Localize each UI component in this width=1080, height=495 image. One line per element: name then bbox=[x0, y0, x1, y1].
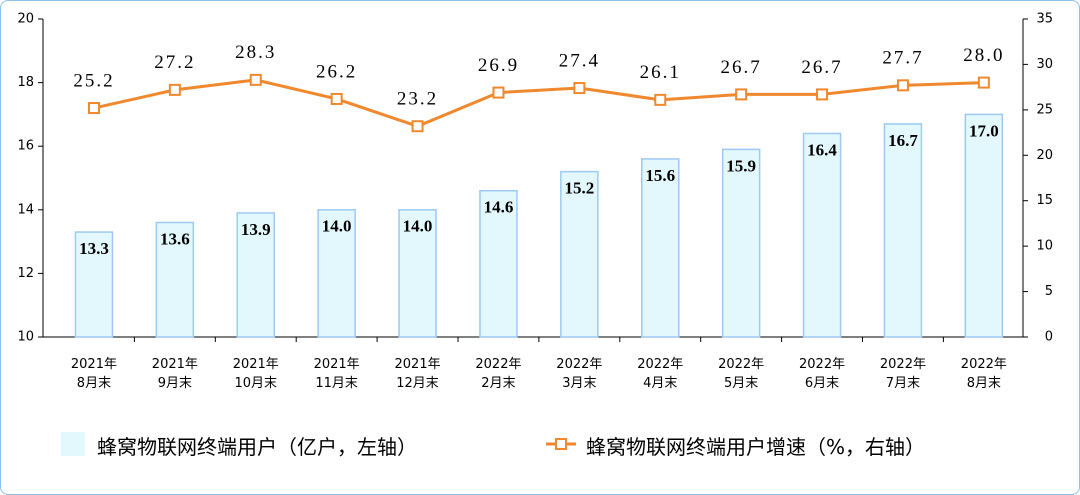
bar bbox=[236, 212, 275, 338]
line-value-label: 28.0 bbox=[963, 45, 1004, 66]
y2-tick-label: 20 bbox=[1036, 148, 1053, 163]
y2-tick-label: 10 bbox=[1036, 239, 1053, 254]
y-tick-label: 20 bbox=[17, 12, 34, 27]
bar bbox=[317, 209, 356, 338]
line-value-label: 27.2 bbox=[154, 52, 195, 73]
line-value-label: 26.9 bbox=[478, 55, 519, 76]
y-tick-label: 18 bbox=[17, 75, 34, 90]
y-tick-label: 12 bbox=[17, 266, 34, 281]
line-value-label: 27.7 bbox=[882, 48, 923, 69]
line-marker bbox=[735, 88, 748, 101]
x-tick-label: 2021年 12月末 bbox=[394, 357, 441, 391]
bar bbox=[155, 221, 195, 338]
bar bbox=[802, 132, 842, 338]
bar-value-label: 13.9 bbox=[241, 220, 271, 239]
bar-value-label: 15.9 bbox=[726, 156, 756, 175]
x-tick-label: 2022年 5月末 bbox=[718, 357, 765, 391]
line-value-label: 26.1 bbox=[640, 62, 681, 83]
bar bbox=[721, 148, 761, 338]
bar bbox=[883, 123, 923, 338]
y2-tick-label: 35 bbox=[1036, 12, 1053, 27]
legend-label: 蜂窝物联网终端用户（亿户，左轴） bbox=[97, 435, 417, 459]
line-marker bbox=[816, 88, 829, 101]
line-marker bbox=[654, 93, 667, 106]
y-tick-label: 10 bbox=[17, 330, 34, 345]
bar-value-label: 16.7 bbox=[888, 131, 918, 150]
line-marker bbox=[249, 73, 262, 86]
bar-value-label: 13.3 bbox=[79, 239, 109, 258]
y2-tick-label: 5 bbox=[1045, 284, 1053, 299]
x-tick-label: 2022年 3月末 bbox=[556, 357, 603, 391]
line-marker bbox=[977, 76, 990, 89]
legend-swatch bbox=[61, 432, 85, 456]
bar-value-label: 14.0 bbox=[322, 217, 352, 236]
x-tick-label: 2021年 9月末 bbox=[151, 357, 198, 391]
line-value-label: 28.3 bbox=[235, 42, 276, 63]
bar-value-label: 14.6 bbox=[484, 198, 514, 217]
x-tick-label: 2022年 4月末 bbox=[637, 357, 684, 391]
bar bbox=[74, 231, 114, 338]
y2-tick-label: 15 bbox=[1036, 193, 1053, 208]
line-marker bbox=[411, 120, 424, 133]
x-tick-label: 2022年 8月末 bbox=[960, 357, 1007, 391]
line-marker bbox=[330, 92, 343, 105]
line-marker bbox=[573, 82, 586, 95]
bar bbox=[964, 113, 1004, 338]
line-marker bbox=[492, 86, 505, 99]
line-value-label: 25.2 bbox=[73, 70, 114, 91]
bar-value-label: 17.0 bbox=[969, 121, 999, 140]
y-tick-label: 14 bbox=[17, 202, 34, 217]
x-tick-label: 2022年 2月末 bbox=[475, 357, 522, 391]
bar bbox=[560, 170, 599, 338]
x-tick-label: 2021年 10月末 bbox=[232, 357, 279, 391]
line-value-label: 26.2 bbox=[316, 61, 357, 82]
bar bbox=[398, 209, 437, 338]
line-marker bbox=[87, 102, 100, 115]
bar-value-label: 13.6 bbox=[160, 229, 190, 248]
line-marker bbox=[168, 83, 181, 96]
x-tick-label: 2022年 7月末 bbox=[879, 357, 926, 391]
bar-value-label: 14.0 bbox=[403, 217, 433, 236]
y-tick-label: 16 bbox=[17, 139, 34, 154]
x-tick-label: 2022年 6月末 bbox=[799, 357, 846, 391]
bar bbox=[479, 189, 518, 338]
bar bbox=[641, 158, 680, 338]
line-marker bbox=[896, 79, 909, 92]
bar-value-label: 15.2 bbox=[564, 179, 594, 198]
x-tick-label: 2021年 8月末 bbox=[70, 357, 117, 391]
y2-tick-label: 0 bbox=[1045, 330, 1053, 345]
line bbox=[93, 78, 984, 128]
line-value-label: 26.7 bbox=[721, 57, 762, 78]
line-value-label: 26.7 bbox=[801, 57, 842, 78]
line-value-label: 27.4 bbox=[559, 50, 600, 71]
line-value-label: 23.2 bbox=[397, 89, 438, 110]
x-tick-label: 2021年 11月末 bbox=[313, 357, 360, 391]
bar-value-label: 15.6 bbox=[645, 166, 675, 185]
legend-swatch bbox=[555, 438, 567, 450]
y2-tick-label: 30 bbox=[1036, 57, 1053, 72]
bar-value-label: 16.4 bbox=[807, 140, 837, 159]
y2-tick-label: 25 bbox=[1036, 102, 1053, 117]
legend-label: 蜂窝物联网终端用户增速（%，右轴） bbox=[586, 435, 926, 459]
